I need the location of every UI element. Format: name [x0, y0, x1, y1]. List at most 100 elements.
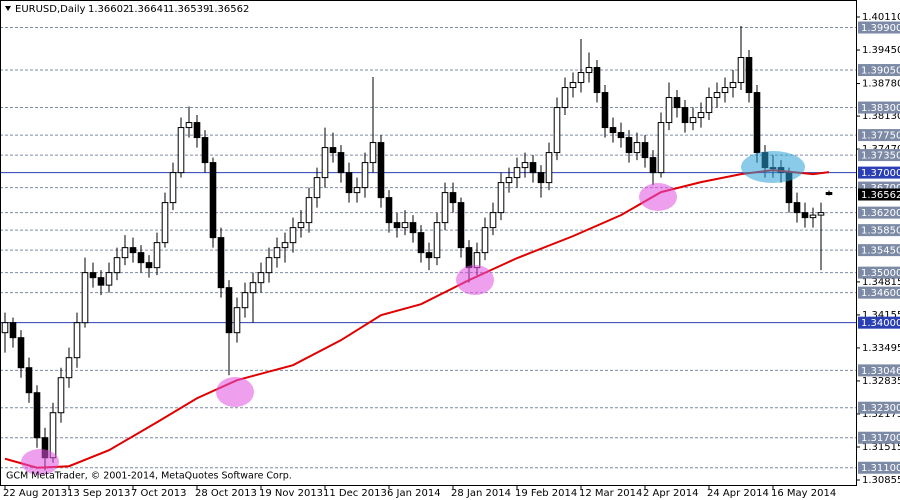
- candle-body: [569, 82, 577, 89]
- last-high: 1.36641: [128, 4, 169, 15]
- candle-body: [129, 247, 137, 254]
- y-tick-label: 1.33495: [862, 343, 900, 354]
- levels: [0, 27, 856, 469]
- y-tick-label: 1.34155: [862, 310, 900, 321]
- candle-body: [385, 197, 393, 224]
- candle-body: [401, 222, 409, 229]
- candle-body: [9, 322, 17, 339]
- current-price-box: [858, 188, 900, 201]
- candle-body: [137, 252, 145, 264]
- level-label: 1.35000: [861, 268, 900, 279]
- candle-body: [97, 277, 105, 286]
- candle-body: [345, 172, 353, 194]
- candle-body: [593, 67, 601, 94]
- level-label-box: [858, 316, 900, 329]
- candle-body: [209, 162, 217, 239]
- candle-body: [553, 107, 561, 154]
- candle-body: [33, 392, 41, 439]
- level-label-box: [858, 64, 900, 77]
- candle-body: [81, 272, 89, 324]
- candle-body: [201, 137, 209, 164]
- candle-body: [313, 177, 321, 199]
- candle-body: [617, 132, 625, 139]
- x-tick-label: 16 May 2014: [771, 488, 836, 499]
- candle-body: [585, 67, 593, 74]
- candle-body: [689, 117, 697, 124]
- y-tick-label: 1.39450: [862, 45, 900, 56]
- level-label: 1.31100: [861, 463, 900, 474]
- level-label: 1.35850: [861, 226, 900, 237]
- level-label-box: [858, 431, 900, 444]
- candle-body: [801, 212, 809, 219]
- candle-body: [633, 142, 641, 154]
- candle-body: [457, 202, 465, 249]
- candle-body: [361, 162, 369, 189]
- candle-body: [249, 282, 257, 294]
- candle-body: [713, 92, 721, 99]
- candle-body: [601, 92, 609, 129]
- candle-body: [145, 262, 153, 269]
- candle-body: [681, 107, 689, 124]
- highlight-ellipse: [456, 265, 494, 295]
- candle-body: [281, 242, 289, 249]
- candle-body: [65, 357, 73, 379]
- candle-body: [441, 192, 449, 224]
- candle-body: [745, 57, 753, 94]
- candle-body: [193, 122, 201, 139]
- highlight-ellipse: [216, 377, 254, 407]
- candle-body: [825, 191, 833, 196]
- candle-body: [57, 377, 65, 414]
- level-label-box: [858, 286, 900, 299]
- level-label: 1.39050: [861, 66, 900, 77]
- plot: [1, 26, 833, 471]
- candle-body: [433, 222, 441, 259]
- level-label: 1.33046: [861, 366, 900, 377]
- x-tick-label: 2 Apr 2014: [643, 488, 698, 499]
- candle-body: [753, 92, 761, 154]
- candle-body: [417, 232, 425, 254]
- candle-body: [489, 212, 497, 229]
- level-label-box: [858, 266, 900, 279]
- candle-body: [177, 127, 185, 174]
- candle-body: [513, 167, 521, 179]
- candle-body: [185, 122, 193, 129]
- highlight-ellipse: [639, 183, 677, 211]
- candle-body: [297, 222, 305, 229]
- candle-body: [113, 257, 121, 274]
- x-tick-label: 19 Feb 2014: [515, 488, 577, 499]
- candle-body: [737, 57, 745, 84]
- candle-body: [105, 272, 113, 286]
- candle-body: [705, 97, 713, 114]
- candle-body: [337, 152, 345, 174]
- symbol: EURUSD,Daily: [15, 4, 86, 15]
- level-label-box: [858, 224, 900, 237]
- x-tick-label: 7 Oct 2013: [131, 488, 186, 499]
- candle-body: [233, 307, 241, 334]
- level-label-box: [858, 364, 900, 377]
- x-tick-label: 22 Aug 2013: [3, 488, 67, 499]
- candle-body: [657, 122, 665, 174]
- candle-body: [321, 147, 329, 179]
- candle-body: [809, 214, 817, 219]
- candle-body: [721, 87, 729, 94]
- level-label-box: [858, 21, 900, 34]
- level-label-box: [858, 461, 900, 474]
- candle-body: [649, 157, 657, 174]
- y-tick-label: 1.32175: [862, 409, 900, 420]
- candle-body: [625, 137, 633, 154]
- level-label: 1.36200: [861, 208, 900, 219]
- candle-body: [817, 212, 825, 216]
- candle-body: [329, 147, 337, 154]
- x-tick-label: 28 Jan 2014: [451, 488, 511, 499]
- candle-body: [49, 412, 57, 459]
- candle-body: [169, 172, 177, 204]
- candle-body: [305, 197, 313, 224]
- candle-body: [393, 222, 401, 229]
- copyright: GCM MetaTrader, © 2001-2014, MetaQuotes …: [6, 471, 292, 482]
- level-label: 1.37000: [861, 168, 900, 179]
- candle-body: [793, 202, 801, 214]
- x-tick-label: 6 Jan 2014: [387, 488, 441, 499]
- highlight-ellipse: [21, 449, 59, 475]
- x-tick-label: 12 Mar 2014: [579, 488, 642, 499]
